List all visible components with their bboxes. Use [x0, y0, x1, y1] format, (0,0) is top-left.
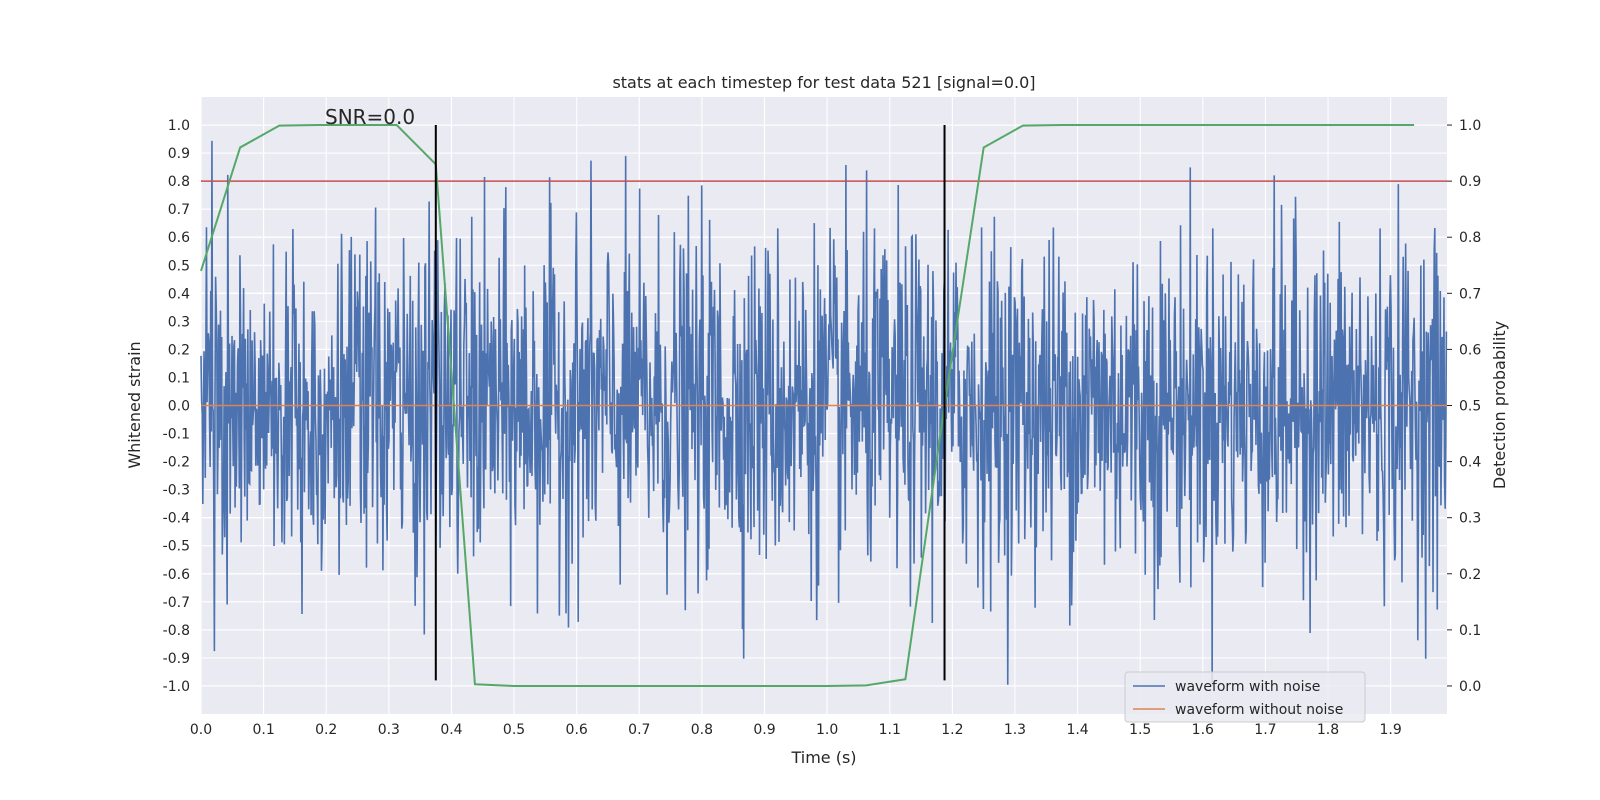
x-tick-label: 1.3: [1004, 722, 1026, 738]
y-tick-label: 0.8: [168, 174, 190, 190]
x-tick-label: 0.4: [440, 722, 462, 738]
legend-label-noise: waveform with noise: [1175, 679, 1320, 695]
y2-tick-label: 0.9: [1459, 174, 1481, 190]
x-axis-label: Time (s): [790, 748, 856, 767]
y-tick-label: 0.2: [168, 342, 190, 358]
x-tick-label: 1.9: [1380, 722, 1402, 738]
x-tick-label: 1.8: [1317, 722, 1339, 738]
x-axis: 0.0 0.1 0.2 0.3 0.4 0.5 0.6 0.7 0.8 0.9 1.0 1.1 1.2 1…: [190, 722, 1402, 738]
y-tick-label: -0.2: [163, 455, 190, 471]
y-tick-label: 0.9: [168, 146, 190, 162]
y2-tick-label: 0.7: [1459, 286, 1481, 302]
y2-tick-label: 0.4: [1459, 455, 1481, 471]
y-tick-label: 0.6: [168, 230, 190, 246]
series-waveform-with-noise: [200, 140, 1448, 686]
legend-label-clean: waveform without noise: [1175, 702, 1343, 718]
x-tick-label: 1.1: [879, 722, 901, 738]
y-tick-label: -0.9: [163, 651, 190, 667]
x-tick-label: 1.4: [1066, 722, 1088, 738]
y2-tick-label: 0.5: [1459, 399, 1481, 415]
x-tick-label: 0.7: [628, 722, 650, 738]
snr-annotation: SNR=0.0: [325, 105, 415, 129]
y2-tick-label: 1.0: [1459, 118, 1481, 134]
x-tick-label: 1.5: [1129, 722, 1151, 738]
x-tick-label: 0.3: [378, 722, 400, 738]
y2-tick-label: 0.8: [1459, 230, 1481, 246]
x-tick-label: 0.6: [566, 722, 588, 738]
x-tick-label: 0.8: [691, 722, 713, 738]
legend-box: [1124, 671, 1366, 723]
x-tick-label: 1.0: [816, 722, 838, 738]
plot-area: [200, 124, 1448, 687]
y-tick-label: 0.5: [168, 258, 190, 274]
y-tick-label: -0.5: [163, 539, 190, 555]
x-tick-label: 0.5: [503, 722, 525, 738]
y2-tick-label: 0.3: [1459, 511, 1481, 527]
y-tick-label: -0.4: [163, 511, 190, 527]
x-tick-label: 0.9: [753, 722, 775, 738]
y-tick-label: -0.1: [163, 427, 190, 443]
x-tick-label: 1.2: [941, 722, 963, 738]
y2-tick-label: 0.0: [1459, 679, 1481, 695]
chart-title: stats at each timestep for test data 521…: [612, 73, 1035, 92]
x-tick-label: 0.2: [315, 722, 337, 738]
y2-tick-label: 0.2: [1459, 567, 1481, 583]
y2-axis-label: Detection probability: [1490, 321, 1509, 489]
x-tick-label: 1.7: [1254, 722, 1276, 738]
y-axis-label: Whitened strain: [125, 341, 144, 468]
y-axis-left: 1.0 0.9 0.8 0.7 0.6 0.5 0.4 0.3 0.2 0.1 0.0 -0.1 -0.…: [163, 118, 190, 695]
x-tick-label: 0.0: [190, 722, 212, 738]
y-tick-label: -0.7: [163, 595, 190, 611]
y-tick-label: -0.3: [163, 483, 190, 499]
y-tick-label: 0.4: [168, 286, 190, 302]
y2-tick-label: 0.1: [1459, 623, 1481, 639]
series-detection-probability: [200, 124, 1415, 687]
y-tick-label: 1.0: [168, 118, 190, 134]
x-tick-label: 0.1: [252, 722, 274, 738]
y-tick-label: 0.7: [168, 202, 190, 218]
x-tick-label: 1.6: [1192, 722, 1214, 738]
legend: waveform with noise waveform without noi…: [1124, 671, 1366, 723]
y-tick-label: -1.0: [163, 679, 190, 695]
y-tick-label: -0.8: [163, 623, 190, 639]
y-tick-label: 0.0: [168, 399, 190, 415]
y2-tick-label: 0.6: [1459, 342, 1481, 358]
y-tick-label: 0.3: [168, 314, 190, 330]
y-axis-right: 1.0 0.9 0.8 0.7 0.6 0.5 0.4 0.3 0.2 0.1 0.0: [1447, 118, 1481, 695]
y-tick-label: 0.1: [168, 370, 190, 386]
y-tick-label: -0.6: [163, 567, 190, 583]
